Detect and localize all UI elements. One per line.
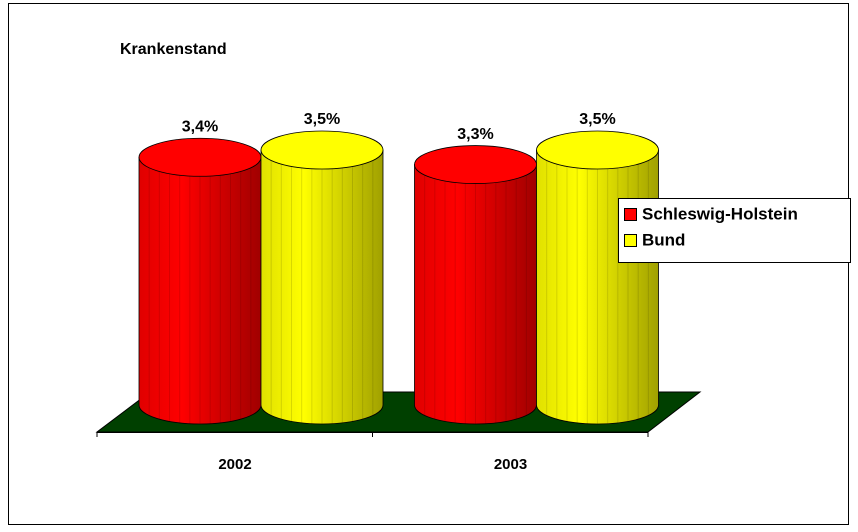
cylinder-body bbox=[414, 164, 537, 425]
cylinder bbox=[414, 145, 537, 425]
cylinder-top bbox=[138, 137, 262, 177]
cylinder-top bbox=[260, 130, 384, 170]
legend-swatch bbox=[624, 208, 637, 221]
cylinder bbox=[138, 137, 262, 425]
legend-label: Bund bbox=[642, 230, 685, 249]
legend-label: Schleswig-Holstein bbox=[642, 204, 798, 223]
cylinder-body bbox=[138, 156, 262, 425]
data-label: 3,3% bbox=[457, 126, 493, 143]
cylinder-body bbox=[260, 149, 384, 425]
data-label: 3,5% bbox=[579, 111, 615, 128]
data-label: 3,4% bbox=[182, 119, 218, 136]
chart-title: Krankenstand bbox=[120, 41, 227, 58]
cylinder bbox=[260, 130, 384, 425]
cylinder-top bbox=[414, 145, 537, 184]
data-label: 3,5% bbox=[304, 111, 340, 128]
legend-box bbox=[618, 198, 851, 263]
cylinder bbox=[536, 130, 659, 425]
x-tick-label: 2003 bbox=[494, 456, 527, 473]
legend-swatch bbox=[624, 234, 637, 247]
cylinder-top bbox=[536, 130, 659, 170]
x-tick-label: 2002 bbox=[218, 456, 251, 473]
